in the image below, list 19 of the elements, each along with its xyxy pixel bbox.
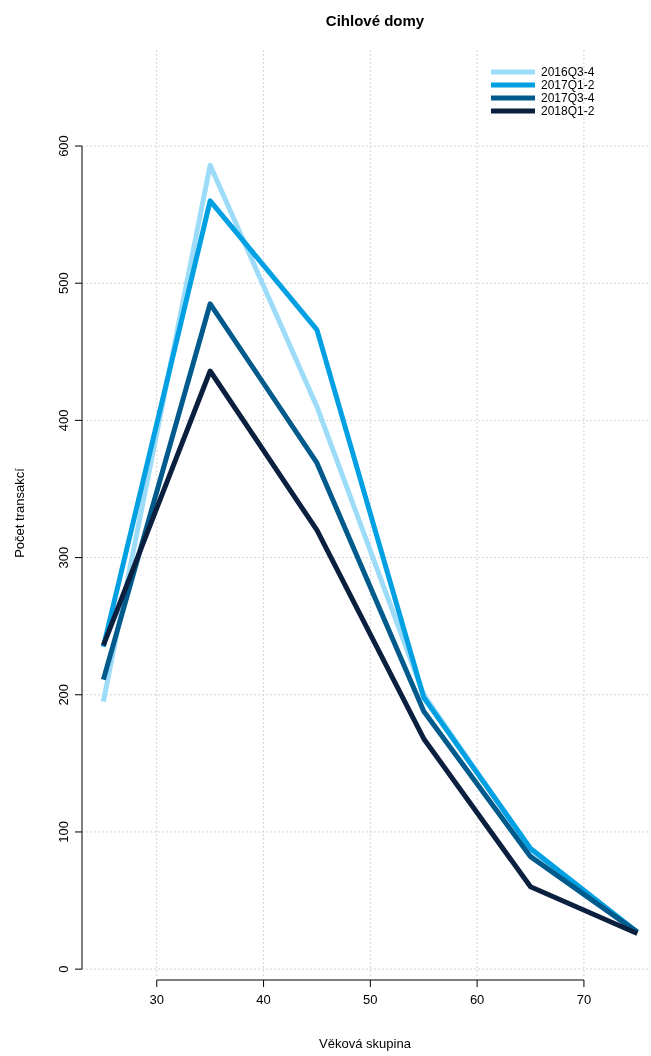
x-tick-label: 60 bbox=[469, 992, 485, 1007]
y-axis-title: Počet transakcí bbox=[12, 467, 27, 558]
y-tick-label: 500 bbox=[56, 272, 71, 295]
x-tick-label: 30 bbox=[149, 992, 164, 1007]
legend-label: 2017Q1-2 bbox=[541, 78, 595, 92]
x-tick-label: 40 bbox=[256, 992, 271, 1007]
x-tick-label: 70 bbox=[576, 992, 592, 1007]
y-tick-label: 300 bbox=[56, 546, 71, 569]
y-tick-label: 200 bbox=[56, 683, 71, 706]
legend-label: 2017Q3-4 bbox=[541, 91, 595, 105]
legend-label: 2016Q3-4 bbox=[541, 65, 595, 79]
x-tick-label: 50 bbox=[363, 992, 378, 1007]
x-axis-title: Věková skupina bbox=[319, 1036, 412, 1051]
y-tick-label: 400 bbox=[56, 409, 71, 432]
legend-label: 2018Q1-2 bbox=[541, 104, 595, 118]
y-tick-label: 600 bbox=[56, 135, 71, 157]
y-tick-label: 0 bbox=[56, 965, 71, 973]
chart-title: Cihlové domy bbox=[325, 12, 425, 29]
y-tick-label: 100 bbox=[56, 821, 71, 843]
